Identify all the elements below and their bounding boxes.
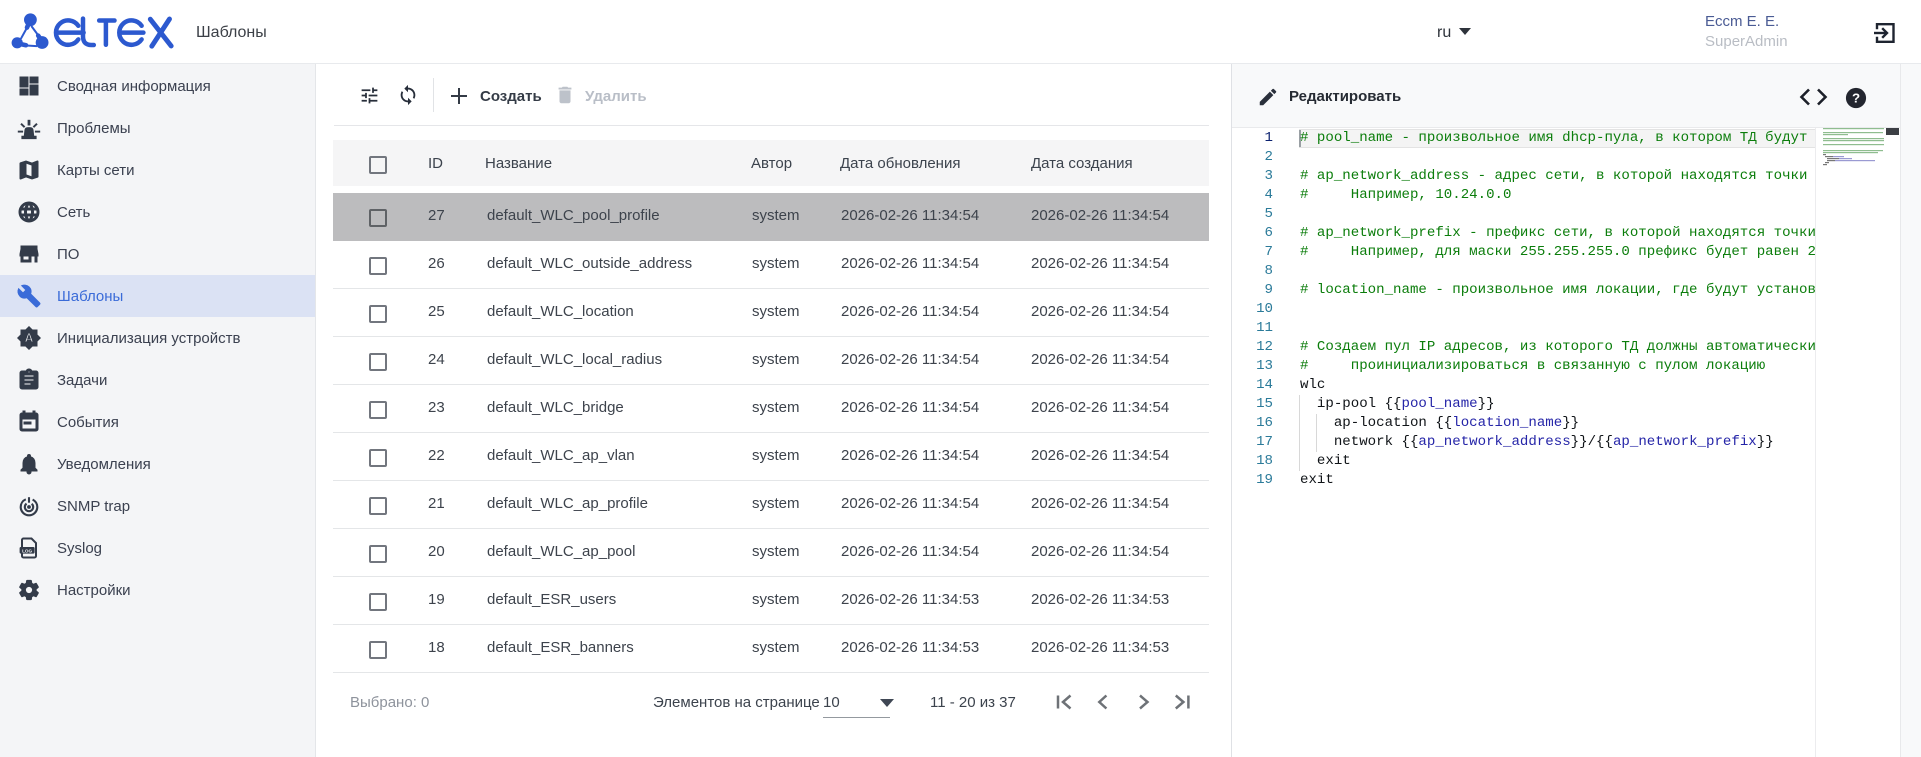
svg-text:?: ? [1852, 90, 1860, 105]
svg-text:LOG: LOG [22, 548, 32, 553]
